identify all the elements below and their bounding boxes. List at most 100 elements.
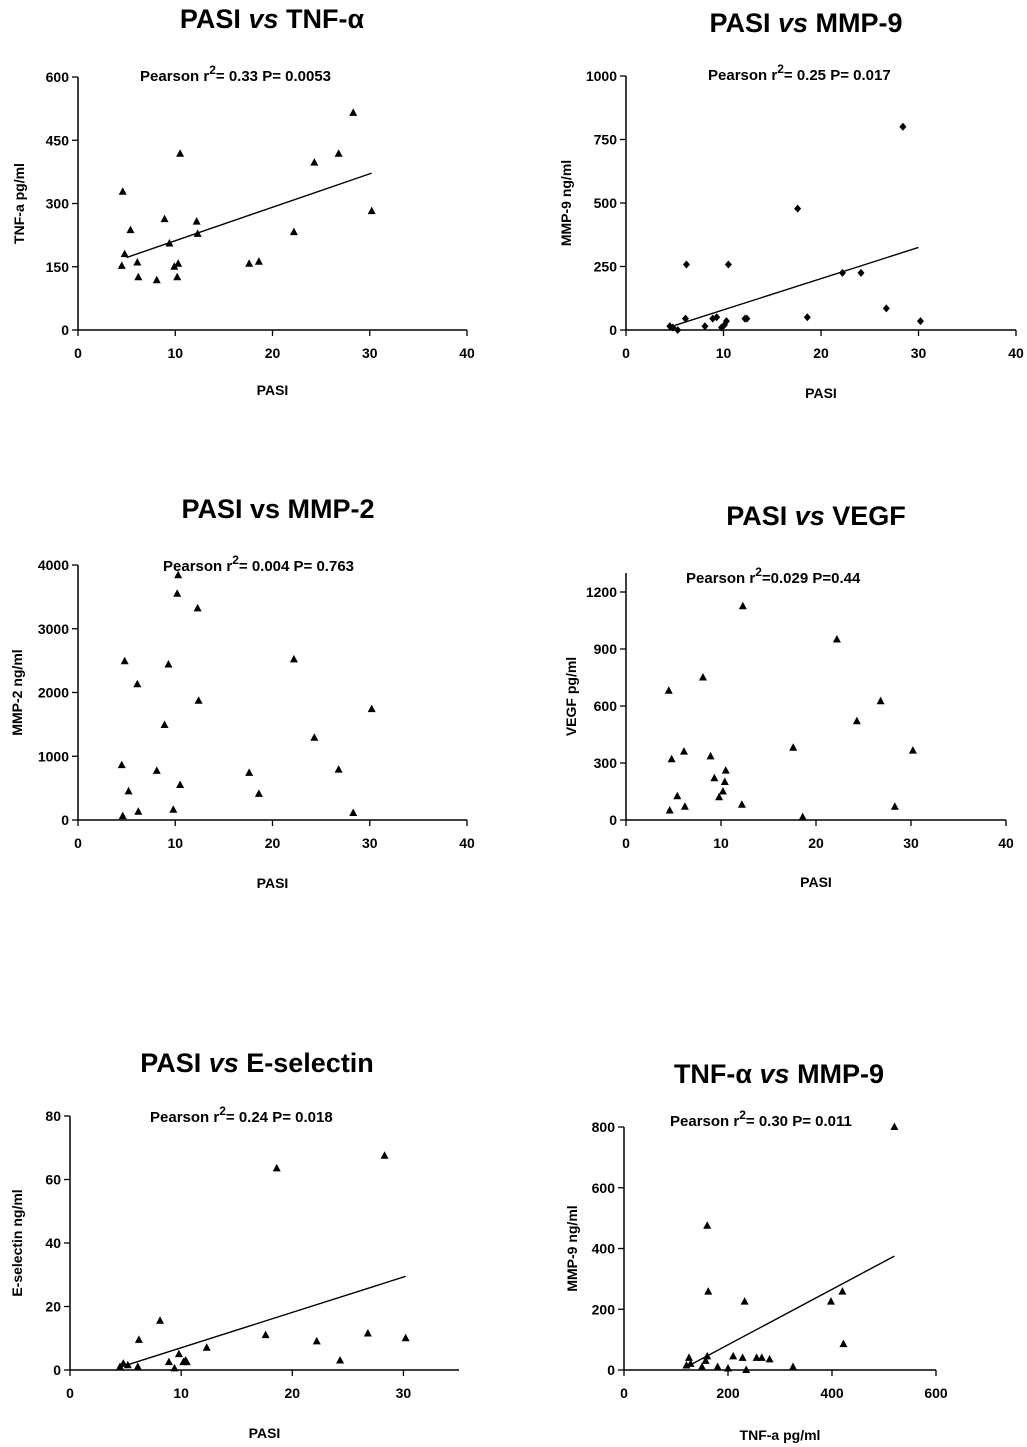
data-point (160, 214, 169, 223)
data-point (715, 792, 724, 801)
chart-title-part: PASI (709, 8, 778, 38)
data-point (192, 217, 201, 225)
x-tick-label: 0 (66, 1385, 74, 1401)
chart-title: PASI vs MMP-2 (181, 494, 374, 524)
chart-panel-6: TNF-α vs MMP-9 Pearson r2= 0.30 P= 0.011 0… (564, 1059, 948, 1443)
x-tick-label: 20 (265, 835, 281, 851)
y-tick-label: 2000 (38, 685, 69, 701)
chart-title-part: vs (778, 8, 808, 38)
data-point (838, 1287, 847, 1295)
x-tick-label: 0 (620, 1385, 628, 1401)
x-tick-label: 10 (167, 835, 183, 851)
y-tick-label: 0 (61, 812, 69, 828)
y-tick-label: 300 (46, 196, 70, 212)
pearson-label: Pearson r (686, 570, 755, 587)
x-tick-label: 30 (903, 835, 919, 851)
data-point (170, 1363, 179, 1372)
y-tick-label: 750 (594, 132, 618, 148)
y-tick-label: 1200 (586, 584, 617, 600)
data-point (193, 229, 202, 237)
r-squared-sup: 2 (232, 553, 239, 567)
r-squared-value: = 0.30 (746, 1113, 792, 1130)
data-point (176, 149, 185, 157)
r-squared-sup: 2 (209, 63, 216, 77)
data-point (133, 258, 142, 266)
data-point (882, 304, 890, 313)
y-axis-label: E-selectin ng/ml (9, 1189, 25, 1296)
x-axis-label: TNF-a pg/ml (740, 1427, 821, 1443)
x-tick-label: 40 (1008, 345, 1024, 361)
p-value: P= 0.763 (294, 558, 354, 575)
data-point (737, 800, 746, 808)
chart-title-part: TNF-α (674, 1059, 760, 1089)
y-tick-label: 0 (607, 1362, 615, 1378)
x-tick-label: 30 (362, 345, 378, 361)
data-point (890, 1122, 899, 1130)
x-tick-label: 10 (167, 345, 183, 361)
x-tick-label: 40 (459, 345, 475, 361)
chart-title-part: PASI (180, 4, 249, 34)
data-point (133, 1362, 142, 1370)
data-point (160, 720, 169, 729)
y-tick-label: 600 (594, 698, 618, 714)
data-point (126, 225, 135, 234)
y-tick-label: 450 (46, 132, 70, 148)
data-point (789, 1362, 797, 1370)
pearson-stats: Pearson r2= 0.24 P= 0.018 (150, 1104, 333, 1126)
x-tick-label: 10 (173, 1385, 189, 1401)
data-point (664, 686, 673, 694)
chart-title-part: TNF-α (278, 4, 364, 34)
data-point (176, 780, 185, 788)
data-point (245, 259, 254, 267)
x-tick-label: 40 (459, 835, 475, 851)
data-point (899, 122, 907, 131)
data-point (669, 323, 677, 332)
data-point (724, 1363, 732, 1372)
data-point (164, 1357, 173, 1366)
data-point (890, 802, 899, 810)
data-point (704, 1287, 713, 1295)
data-point (703, 1221, 712, 1229)
x-tick-label: 0 (622, 345, 630, 361)
y-tick-label: 0 (609, 812, 617, 828)
x-tick-label: 10 (713, 835, 729, 851)
r-squared-sup: 2 (777, 62, 784, 76)
pearson-label: Pearson r (670, 1113, 739, 1130)
x-tick-label: 200 (716, 1385, 740, 1401)
data-point (857, 268, 865, 277)
data-point (134, 807, 143, 815)
data-point (123, 1360, 132, 1369)
data-point (686, 1359, 695, 1367)
chart-title-part: PASI (726, 501, 795, 531)
data-point (349, 808, 358, 816)
data-point (703, 1351, 712, 1360)
data-point (838, 268, 846, 277)
data-point (334, 149, 343, 157)
data-point (852, 716, 861, 725)
y-tick-label: 900 (594, 641, 618, 657)
data-point (738, 601, 747, 610)
data-point (310, 733, 319, 741)
data-point (367, 704, 376, 713)
chart-panel-3: PASI vs MMP-2 Pearson r2= 0.004 P= 0.763 0… (9, 494, 475, 891)
x-tick-label: 40 (998, 835, 1014, 851)
pearson-stats: Pearson r2= 0.33 P= 0.0053 (140, 63, 331, 85)
y-axis-label: MMP-9 ng/ml (558, 160, 574, 246)
data-point (261, 1330, 270, 1339)
data-point (289, 654, 298, 663)
pearson-label: Pearson r (140, 68, 209, 85)
data-point (680, 802, 689, 810)
x-tick-label: 0 (74, 835, 82, 851)
y-axis-label: VEGF pg/ml (563, 657, 579, 736)
x-tick-label: 30 (396, 1385, 412, 1401)
y-tick-label: 400 (592, 1241, 616, 1257)
p-value: P=0.44 (812, 570, 861, 587)
y-tick-label: 1000 (38, 748, 69, 764)
data-point (174, 570, 183, 579)
data-point (667, 754, 676, 763)
data-point (908, 746, 917, 754)
data-point (152, 766, 161, 774)
data-point (789, 743, 798, 751)
data-point (401, 1333, 410, 1342)
